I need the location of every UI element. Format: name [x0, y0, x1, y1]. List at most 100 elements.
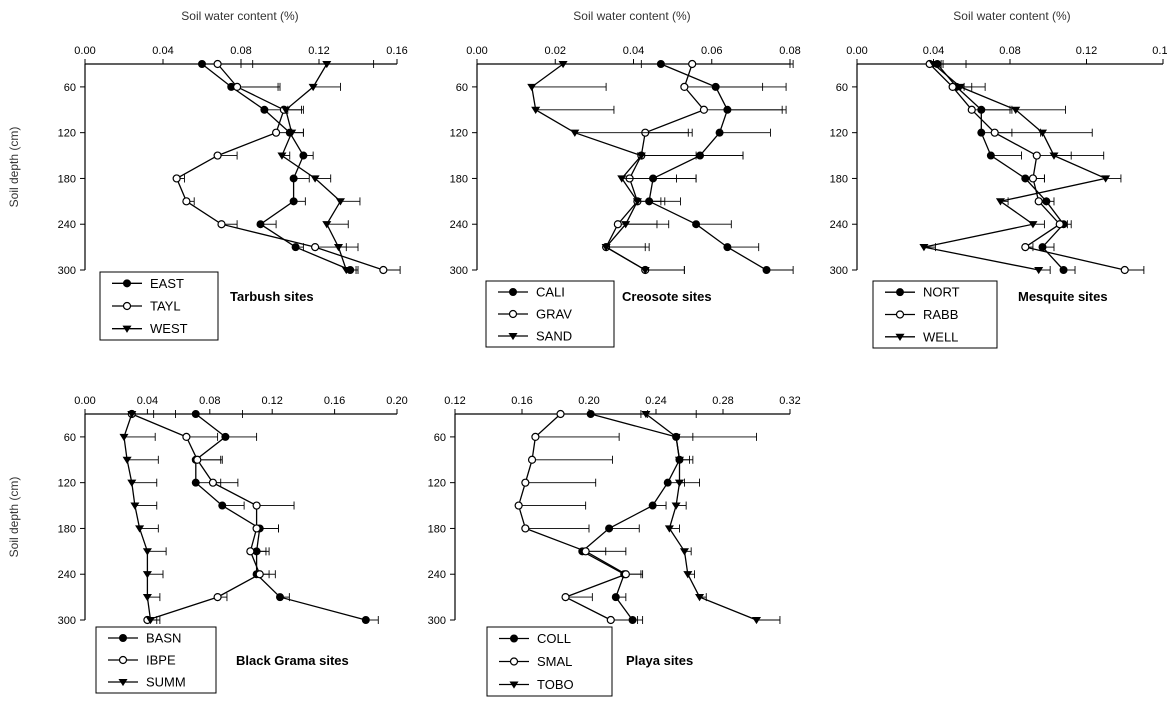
data-point — [252, 524, 261, 533]
y-tick-label: 60 — [434, 432, 446, 444]
panel-3: 0.00 0.04 0.08 0.12 0.16 0.20 60 120 180 240 300 So… — [7, 395, 408, 694]
data-point — [142, 594, 152, 602]
legend: BASN IBPE SUMM — [95, 626, 217, 694]
data-point — [252, 501, 261, 510]
data-point — [617, 175, 627, 183]
data-point — [679, 548, 689, 556]
data-point — [671, 502, 681, 510]
data-point — [260, 105, 269, 114]
series-line — [923, 63, 1108, 271]
data-point — [287, 129, 297, 137]
series-line — [645, 413, 757, 621]
data-point — [341, 266, 351, 275]
series-line — [131, 413, 261, 621]
y-tick-label: 180 — [428, 523, 446, 535]
x-tick-label: 0.12 — [261, 395, 282, 407]
data-point — [191, 410, 200, 418]
data-point — [664, 525, 674, 533]
data-point — [299, 151, 308, 160]
data-point — [1011, 106, 1021, 114]
x-tick-label: 0.04 — [152, 45, 173, 57]
data-point — [221, 432, 230, 441]
data-point — [145, 616, 156, 625]
data-point — [127, 479, 137, 487]
x-tick-label: 0.04 — [137, 395, 158, 407]
series-smal — [514, 409, 644, 625]
data-point — [641, 410, 651, 419]
y-tick-label: 240 — [58, 569, 76, 581]
data-point — [119, 433, 129, 442]
y-tick-label: 60 — [456, 82, 468, 94]
series-line — [936, 63, 1065, 271]
x-axis-title: Soil water content (%) — [181, 9, 298, 23]
legend-marker — [508, 309, 518, 319]
x-axis-title: Soil water content (%) — [573, 9, 690, 23]
x-tick-label: 0.12 — [308, 45, 329, 57]
x-tick-label: 0.16 — [511, 395, 532, 407]
data-point — [213, 59, 222, 69]
series-sand — [527, 60, 744, 275]
series-line — [201, 63, 351, 271]
data-point — [1021, 174, 1030, 183]
legend-label: COLL — [537, 631, 571, 646]
data-point — [127, 410, 137, 419]
series-coll — [578, 410, 757, 624]
legend: NORT RABB WELL — [872, 280, 998, 349]
series-rabb — [925, 59, 1145, 275]
data-point — [648, 501, 657, 510]
data-point — [986, 151, 995, 160]
data-point — [233, 82, 242, 91]
series-line — [175, 63, 384, 271]
data-point — [606, 615, 615, 625]
data-point — [1034, 266, 1044, 275]
legend-label: WEST — [150, 321, 188, 336]
data-point — [977, 128, 986, 137]
data-point — [1120, 265, 1129, 275]
data-point — [751, 616, 762, 625]
series-summ — [119, 410, 176, 625]
data-point — [621, 570, 630, 579]
data-point — [135, 525, 145, 533]
data-point — [692, 220, 701, 229]
data-point — [172, 174, 181, 183]
data-point — [611, 593, 620, 602]
data-point — [640, 266, 650, 275]
data-point — [527, 83, 537, 92]
data-point — [246, 547, 255, 556]
data-point — [715, 128, 724, 137]
data-point — [213, 151, 222, 160]
data-point — [656, 60, 665, 68]
data-point — [310, 175, 320, 183]
data-point — [322, 221, 332, 229]
legend-marker — [122, 301, 132, 311]
data-point — [255, 570, 264, 579]
legend-marker — [119, 634, 127, 642]
legend-label: EAST — [150, 276, 184, 291]
panel-4: 0.12 0.16 0.20 0.24 0.28 0.32 60 120 180 240 300 CO… — [428, 395, 801, 697]
data-point — [683, 571, 693, 579]
y-tick-label: 60 — [64, 432, 76, 444]
x-axis-title: Soil water content (%) — [953, 9, 1070, 23]
data-point — [308, 83, 318, 92]
data-point — [191, 478, 200, 487]
y-tick-label: 180 — [830, 173, 848, 185]
x-tick-label: 0.20 — [386, 395, 407, 407]
data-point — [688, 59, 697, 69]
y-tick-label: 180 — [450, 173, 468, 185]
x-tick-label: 0.00 — [466, 45, 487, 57]
x-tick-label: 0.00 — [74, 395, 95, 407]
site-label: Tarbush sites — [230, 289, 314, 304]
data-point — [1049, 152, 1059, 160]
x-tick-label: 0.02 — [545, 45, 566, 57]
legend-label: CALI — [536, 285, 565, 300]
data-point — [613, 220, 622, 229]
data-point — [276, 593, 284, 602]
site-label: Creosote sites — [622, 289, 712, 304]
x-tick-label: 0.12 — [444, 395, 465, 407]
data-point — [291, 243, 300, 252]
data-point — [1028, 174, 1038, 183]
series-line — [929, 63, 1125, 271]
series-well — [919, 60, 1122, 275]
data-point — [919, 244, 929, 252]
x-tick-label: 0.00 — [74, 45, 95, 57]
